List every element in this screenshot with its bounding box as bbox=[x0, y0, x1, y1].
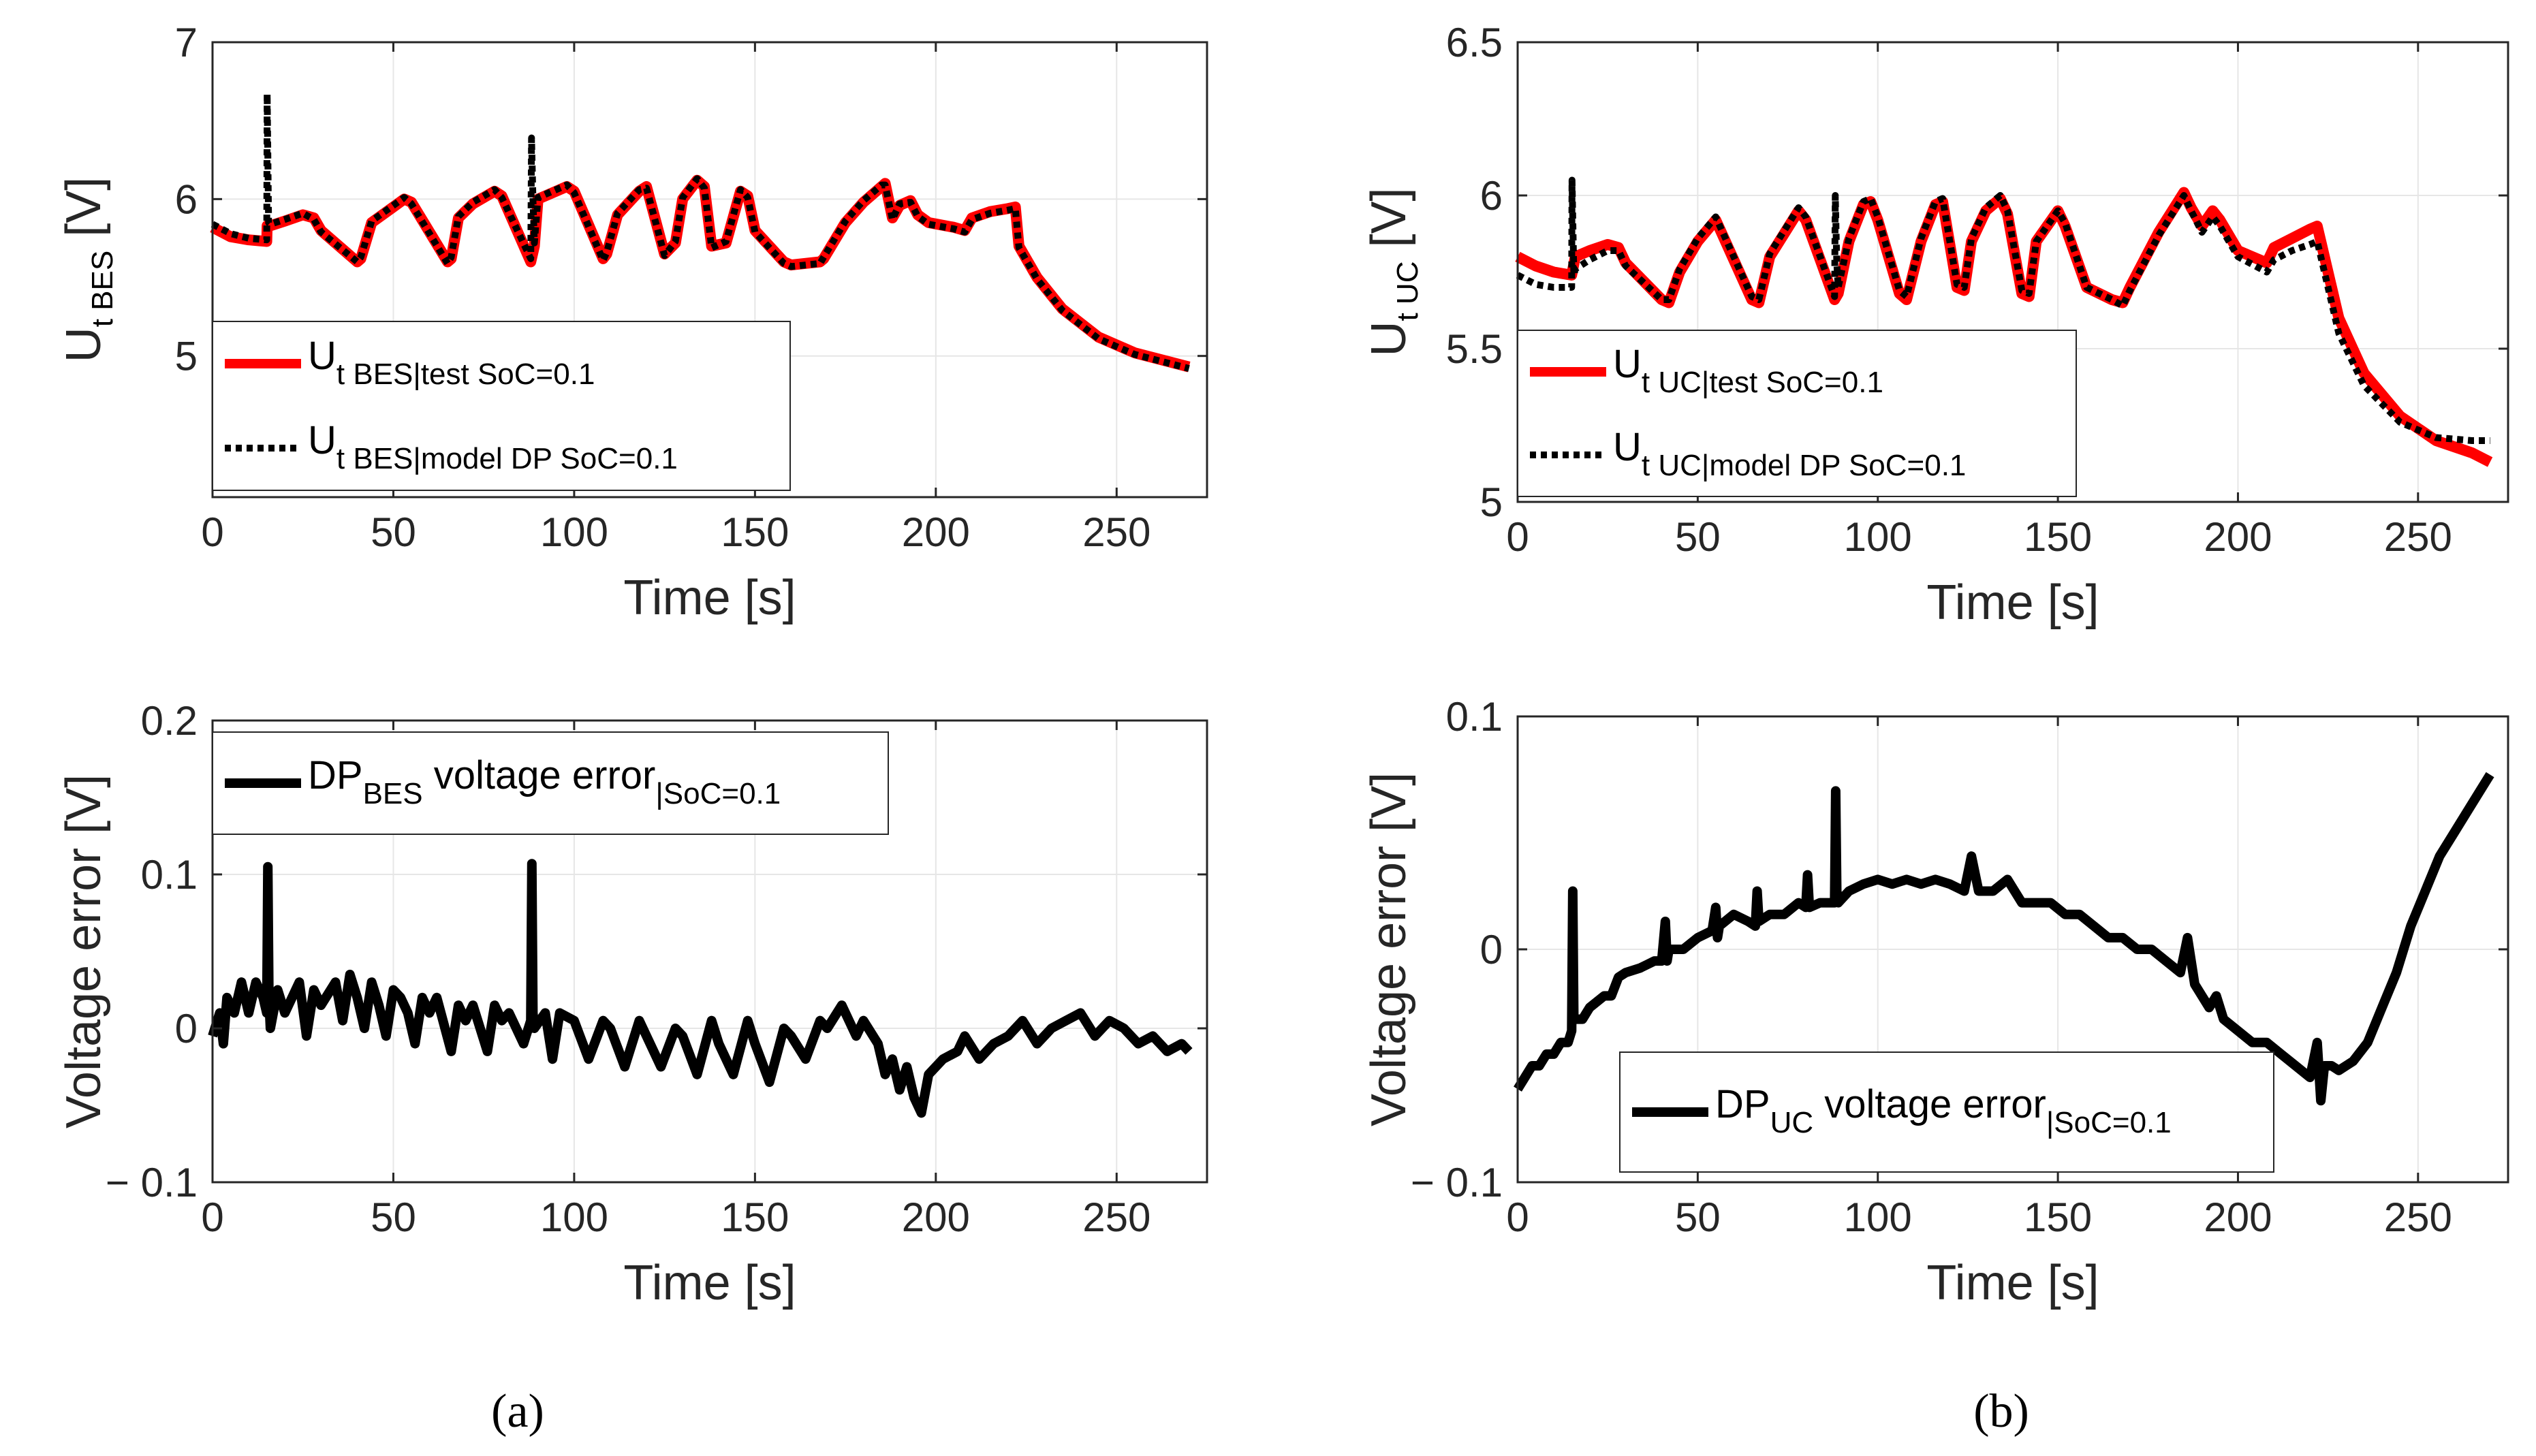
legend-box bbox=[1619, 1051, 2274, 1173]
legend-box bbox=[212, 321, 791, 491]
x-axis-label: Time [s] bbox=[623, 1256, 796, 1310]
x-axis-label: Time [s] bbox=[1926, 1256, 2099, 1310]
y-axis-label: Voltage error [V] bbox=[1362, 772, 1416, 1126]
x-tick-label: 50 bbox=[371, 1194, 416, 1240]
series-line-2 bbox=[1516, 176, 2490, 444]
x-tick-label: 250 bbox=[1082, 1194, 1150, 1240]
legend: DPBES voltage error|SoC=0.1 bbox=[212, 731, 889, 835]
x-tick-label: 100 bbox=[1844, 514, 1912, 560]
chart-bes-terminal-voltage: 0 50 100 150 200 250 5 6 7 Time [s] Ut BES [V] Ut B… bbox=[57, 20, 1208, 625]
series-line-1 bbox=[208, 859, 1193, 1118]
y-tick-label: 7 bbox=[175, 20, 198, 65]
x-tick-label: 50 bbox=[1675, 1194, 1721, 1240]
y-axis-label: Ut BES [V] bbox=[57, 177, 119, 363]
x-tick-label: 200 bbox=[902, 1194, 970, 1240]
y-tick-label: − 0.1 bbox=[1411, 1160, 1503, 1205]
x-tick-label: 250 bbox=[1082, 509, 1150, 555]
x-axis-label: Time [s] bbox=[1926, 575, 2099, 630]
legend: DPUC voltage error|SoC=0.1 bbox=[1619, 1051, 2274, 1173]
x-tick-label: 250 bbox=[2384, 514, 2452, 560]
y-tick-label: 5 bbox=[1480, 479, 1503, 525]
y-tick-label: − 0.1 bbox=[106, 1160, 198, 1205]
y-tick-label: 6 bbox=[175, 176, 198, 222]
y-tick-label: 5 bbox=[175, 334, 198, 379]
y-axis-label: Voltage error [V] bbox=[57, 774, 111, 1128]
legend: Ut UC|test SoC=0.1 Ut UC|model DP SoC=0.1 bbox=[1517, 330, 2077, 497]
y-tick-label: 0 bbox=[1480, 927, 1503, 972]
axes-frame bbox=[211, 41, 1208, 498]
x-axis-label: Time [s] bbox=[623, 571, 796, 625]
axes-frame bbox=[1516, 41, 2509, 503]
y-tick-label: 6.5 bbox=[1446, 20, 1503, 65]
x-tick-label: 0 bbox=[201, 509, 223, 555]
x-tick-label: 0 bbox=[1506, 1194, 1529, 1240]
x-tick-label: 200 bbox=[2204, 1194, 2272, 1240]
legend: Ut BES|test SoC=0.1 Ut BES|model DP SoC=0… bbox=[212, 321, 791, 491]
y-axis-label: Ut UC [V] bbox=[1362, 187, 1424, 356]
y-tick-label: 0.1 bbox=[1446, 694, 1503, 740]
x-tick-label: 100 bbox=[540, 509, 608, 555]
legend-label-1: Ut BES|test SoC=0.1 bbox=[308, 334, 595, 391]
x-tick-label: 100 bbox=[540, 1194, 608, 1240]
y-tick-label: 0 bbox=[175, 1006, 198, 1051]
legend-label-1: DPBES voltage error|SoC=0.1 bbox=[308, 753, 781, 810]
x-tick-label: 100 bbox=[1844, 1194, 1912, 1240]
series-line-2 bbox=[210, 91, 1190, 372]
y-tick-label: 0.1 bbox=[141, 852, 198, 898]
y-tick-label: 6 bbox=[1480, 173, 1503, 219]
legend-label-1: Ut UC|test SoC=0.1 bbox=[1613, 342, 1883, 399]
x-tick-label: 150 bbox=[2024, 514, 2092, 560]
x-tick-label: 50 bbox=[371, 509, 416, 555]
x-tick-label: 150 bbox=[721, 1194, 789, 1240]
legend-label-1: DPUC voltage error|SoC=0.1 bbox=[1715, 1082, 2172, 1139]
x-tick-label: 250 bbox=[2384, 1194, 2452, 1240]
x-tick-label: 50 bbox=[1675, 514, 1721, 560]
x-tick-label: 150 bbox=[721, 509, 789, 555]
axes-frame bbox=[211, 719, 1208, 1184]
series-line-1 bbox=[1514, 772, 2494, 1106]
panel-label-a: (a) bbox=[491, 1385, 544, 1438]
chart-uc-terminal-voltage: 0 50 100 150 200 250 5 5.5 6 6.5 Time [s] Ut UC [V]… bbox=[1362, 20, 2509, 630]
x-tick-label: 200 bbox=[902, 509, 970, 555]
x-tick-label: 150 bbox=[2024, 1194, 2092, 1240]
legend-label-2: Ut UC|model DP SoC=0.1 bbox=[1613, 425, 1966, 482]
y-tick-label: 5.5 bbox=[1446, 326, 1503, 372]
legend-label-2: Ut BES|model DP SoC=0.1 bbox=[308, 418, 678, 475]
x-tick-label: 200 bbox=[2204, 514, 2272, 560]
x-tick-label: 0 bbox=[201, 1194, 223, 1240]
legend-box bbox=[212, 731, 889, 835]
x-tick-label: 0 bbox=[1506, 514, 1529, 560]
y-tick-label: 0.2 bbox=[141, 698, 198, 744]
legend-box bbox=[1517, 330, 2077, 497]
panel-label-b: (b) bbox=[1973, 1385, 2029, 1438]
